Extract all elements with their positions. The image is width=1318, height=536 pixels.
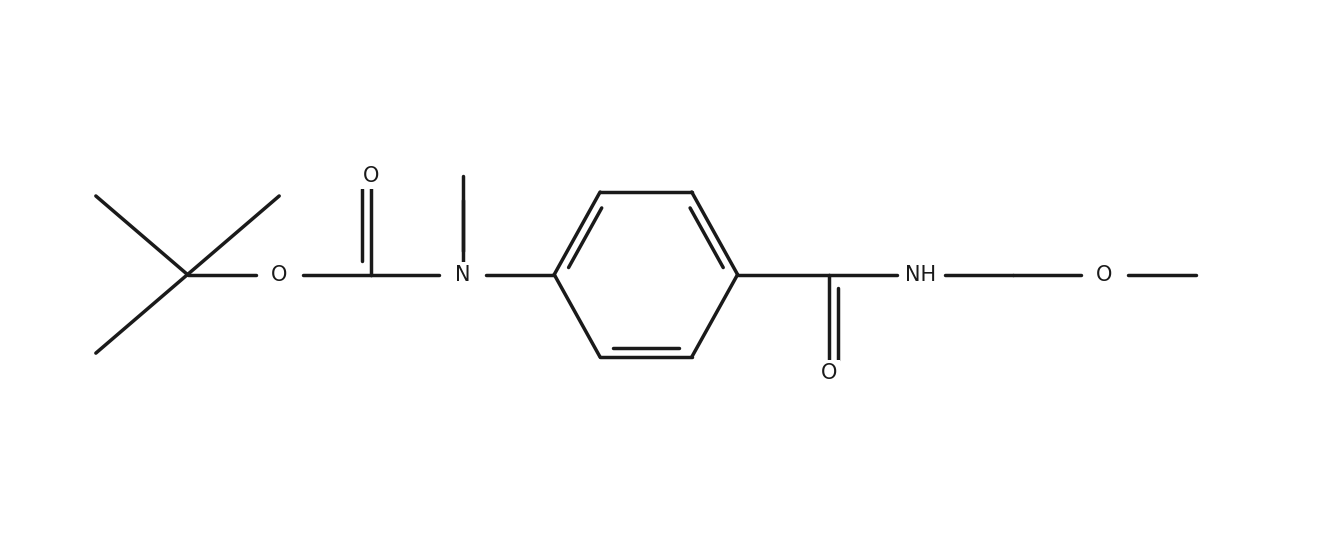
Text: NH: NH (905, 265, 937, 285)
Text: N: N (455, 265, 471, 285)
Text: O: O (362, 166, 380, 187)
Text: O: O (821, 363, 837, 383)
Text: O: O (272, 265, 287, 285)
Text: O: O (1097, 265, 1112, 285)
